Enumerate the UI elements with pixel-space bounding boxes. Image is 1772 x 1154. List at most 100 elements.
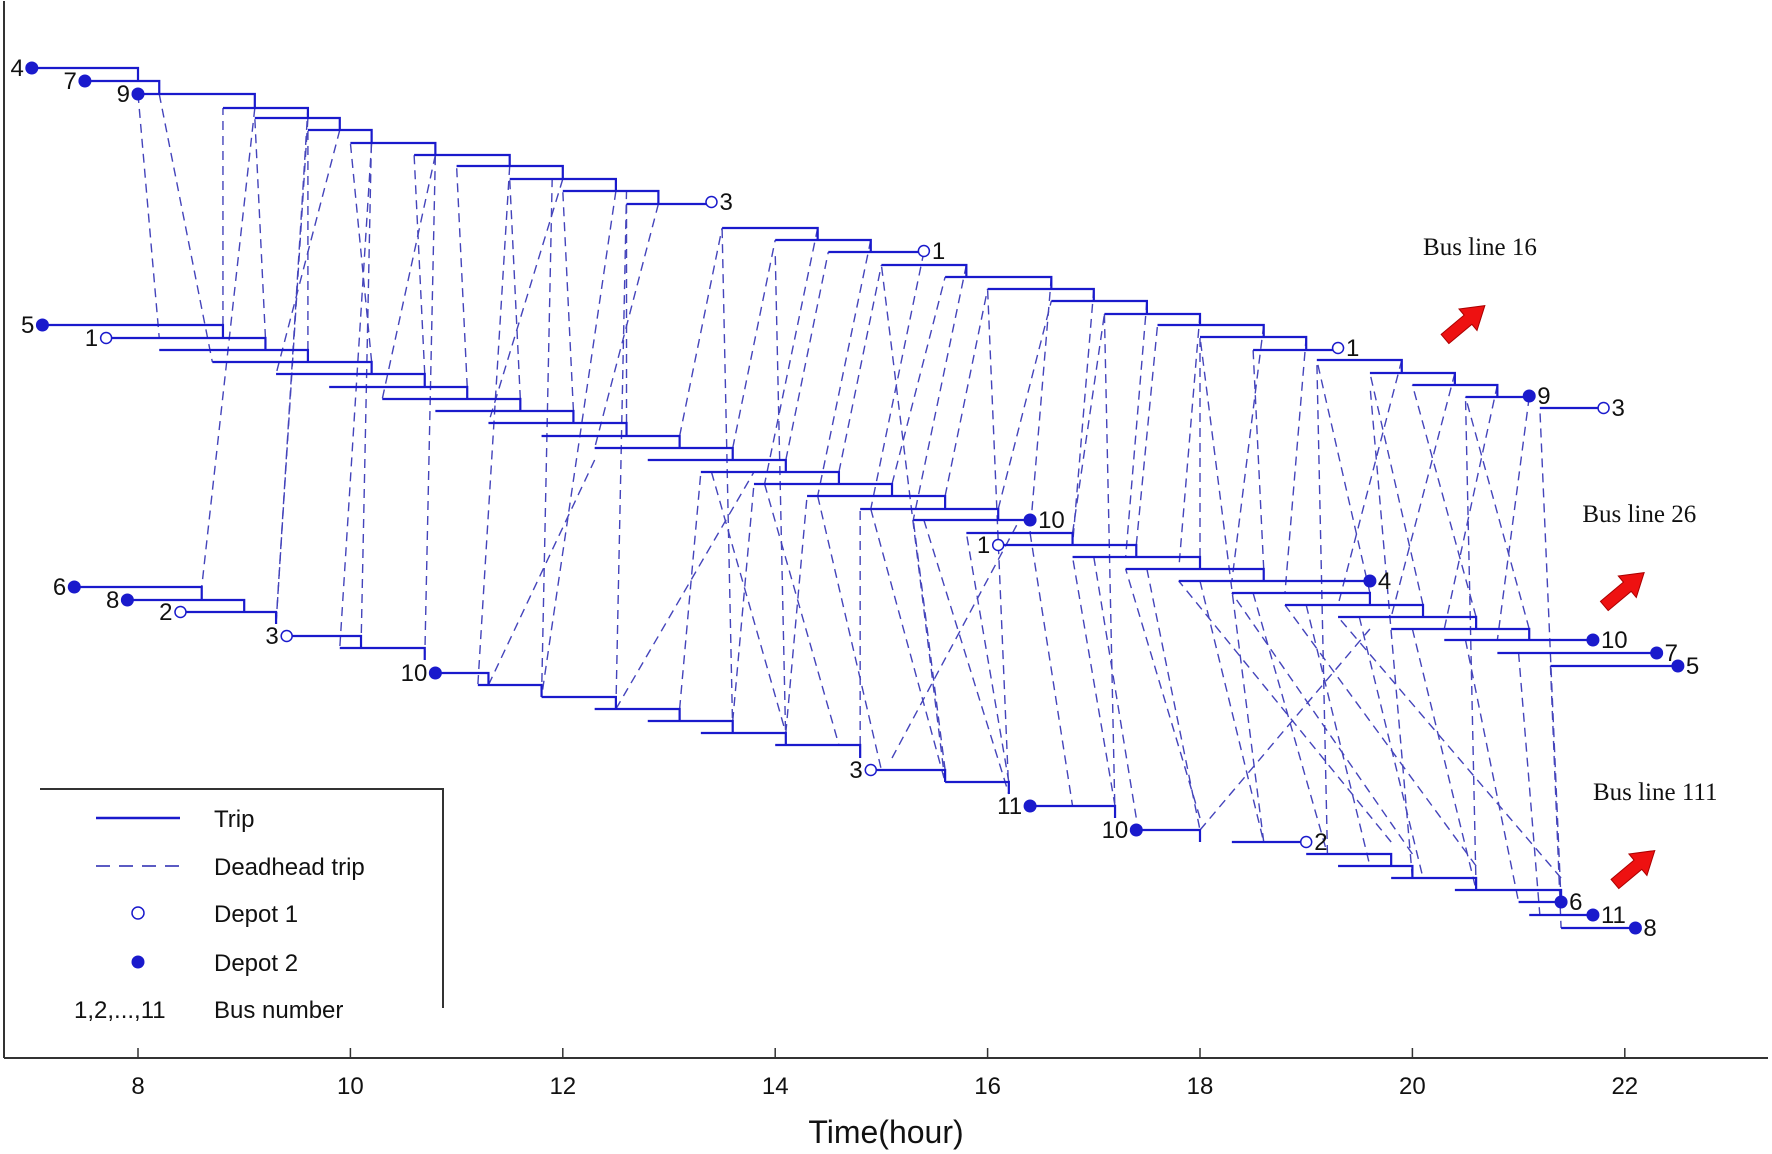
legend: Trip Deadhead trip Depot 1 Depot 2 1,2,.… <box>40 788 444 1024</box>
depot-2-marker <box>1586 633 1600 647</box>
trip-line-111 <box>541 695 618 709</box>
deadhead-trip-segment <box>838 264 883 473</box>
bus-number-label: 10 <box>1601 627 1628 654</box>
bus-number-label: 2 <box>159 599 172 626</box>
annotations: Bus line 16 Bus line 26 Bus line 111 <box>1423 234 1717 890</box>
red-arrow-shape <box>1599 571 1645 612</box>
x-tick-label: 12 <box>549 1073 576 1100</box>
trip-line-26 <box>159 348 310 362</box>
deadhead-trip-segment <box>615 190 628 710</box>
bus-number-label: 6 <box>53 574 66 601</box>
trip-line-111 <box>1338 864 1414 878</box>
deadhead-trip-segment <box>424 154 437 661</box>
bus-number-label: 11 <box>997 793 1022 820</box>
red-arrow-icon <box>1599 571 1645 612</box>
trip-line-111 <box>700 731 787 745</box>
depot-1-marker <box>917 244 931 258</box>
bus-number-label: 7 <box>64 68 77 95</box>
deadhead-trip-segment <box>763 483 840 746</box>
deadhead-trip-segment <box>1539 407 1562 903</box>
deadhead-trip-segment <box>275 107 309 625</box>
deadhead-trip-segment <box>912 519 946 771</box>
bus-number-label: 1 <box>932 238 945 265</box>
depot-1-marker <box>1597 401 1610 415</box>
deadhead-trip-segment <box>732 239 776 449</box>
depot-1-marker <box>174 605 187 619</box>
trip-line-16 <box>722 226 819 240</box>
trip-line-16 <box>222 106 310 118</box>
legend-depot1-swatch <box>131 906 145 920</box>
legend-busnumber-label: Bus number <box>214 997 343 1024</box>
deadhead-trip-segment <box>1178 580 1392 843</box>
deadhead-trip-segment <box>158 93 214 363</box>
bus-number-label: 10 <box>1102 817 1129 844</box>
deadhead-trip-segment <box>455 165 468 388</box>
deadhead-trip-segment <box>275 117 309 625</box>
deadhead-trip-segment <box>710 471 787 734</box>
deadhead-trip-segment <box>816 239 872 497</box>
trip-line-26 <box>106 336 267 350</box>
deadhead-trip-segment <box>1443 384 1499 630</box>
bus-number-label: 3 <box>849 757 862 784</box>
trip-line-111 <box>1030 804 1117 818</box>
bus-number-label: 2 <box>1314 829 1327 856</box>
deadhead-trip-segment <box>1496 396 1530 641</box>
deadhead-trip-segment <box>540 178 553 698</box>
bus-number-label: 7 <box>1665 640 1678 667</box>
trip-line-26 <box>998 543 1138 557</box>
trip-line-111 <box>870 768 947 782</box>
trip-line-26 <box>807 494 947 509</box>
deadhead-trip-segment <box>880 264 946 783</box>
depot-2-marker <box>1522 389 1536 403</box>
deadhead-trip-segment <box>1029 276 1053 534</box>
trip-line-111 <box>945 780 1010 794</box>
deadhead-trip-segment <box>721 227 734 734</box>
trip-line-26 <box>212 360 373 374</box>
trip-line-26 <box>1125 567 1265 581</box>
deadhead-trip-segment <box>381 154 437 400</box>
bus-line-annotation: Bus line 26 <box>1582 501 1696 528</box>
bus-number-label: 9 <box>1537 383 1550 410</box>
depot-2-marker <box>1554 895 1568 909</box>
deadhead-trip-segment <box>201 107 256 588</box>
bus-number-label: 1 <box>85 325 98 352</box>
trip-line-26 <box>1284 603 1425 617</box>
deadhead-trip-segment <box>678 227 723 437</box>
deadhead-trip-segment <box>360 129 373 649</box>
legend-busnumber-sample: 1,2,...,11 <box>74 997 166 1024</box>
deadhead-trip-segment <box>1231 592 1413 855</box>
depot-1-marker <box>705 195 718 209</box>
red-arrow-shape <box>1610 849 1656 890</box>
x-tick-label: 8 <box>131 1073 144 1100</box>
deadhead-trip-segment <box>487 178 564 424</box>
x-tick-label: 18 <box>1187 1073 1214 1100</box>
trip-line-16 <box>1412 383 1499 397</box>
deadhead-trip-segment <box>997 300 1052 510</box>
legend-depot2-swatch <box>131 955 145 969</box>
axes <box>3 1 1768 1059</box>
trip-line-16 <box>254 116 341 130</box>
trip-line-26 <box>42 323 225 338</box>
legend-depot1-label: Depot 1 <box>214 901 298 928</box>
deadhead-trip-segment <box>1178 313 1201 570</box>
deadhead-trip-segment <box>912 264 968 521</box>
trip-line-26 <box>1391 627 1531 640</box>
depot-1-marker <box>864 763 878 777</box>
trip-line-26 <box>594 446 734 460</box>
trip-line-26 <box>860 507 1000 520</box>
trip-line-16 <box>881 263 968 277</box>
deadhead-trip-segment <box>732 483 755 722</box>
trip-line-111 <box>647 719 734 733</box>
bus-number-label: 4 <box>10 55 23 82</box>
deadhead-trips <box>137 93 1562 929</box>
bus-number-label: 10 <box>1038 507 1065 534</box>
trip-line-111 <box>180 610 278 624</box>
trip-line-16 <box>456 164 564 179</box>
deadhead-trip-segment <box>254 117 267 339</box>
x-tick-label: 16 <box>974 1073 1001 1100</box>
trip-line-16 <box>414 153 511 166</box>
depot-2-marker <box>1023 513 1037 527</box>
trip-lines <box>31 66 1678 930</box>
trip-line-16 <box>987 287 1095 301</box>
deadhead-trip-segment <box>1369 372 1424 606</box>
